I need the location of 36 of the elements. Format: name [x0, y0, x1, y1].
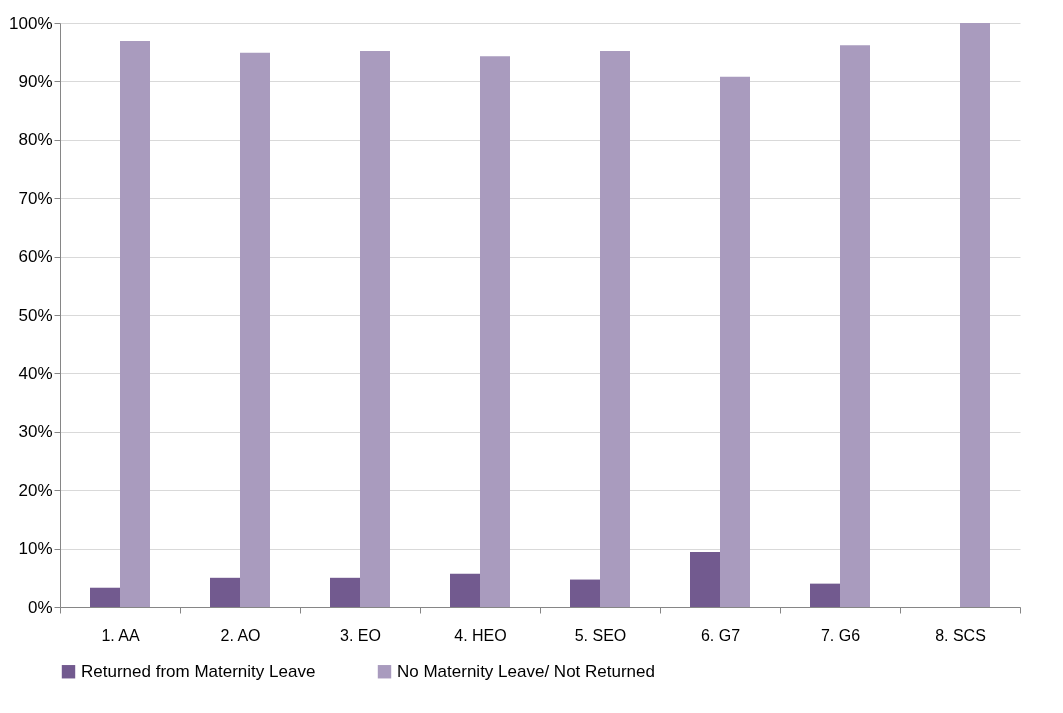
bar	[330, 577, 360, 607]
legend-label: No Maternity Leave/ Not Returned	[397, 661, 655, 681]
x-tick-label: 4. HEO	[454, 626, 507, 644]
y-tick-label: 0%	[27, 597, 53, 617]
y-tick-label: 10%	[18, 539, 53, 559]
y-tick-label: 30%	[18, 422, 53, 442]
x-tick-label: 8. SCS	[935, 626, 986, 644]
y-tick-label: 20%	[18, 480, 53, 500]
x-tick-label: 5. SEO	[574, 626, 627, 644]
bar	[840, 45, 870, 607]
y-tick-label: 40%	[18, 363, 53, 383]
y-tick-label: 90%	[18, 71, 53, 91]
legend-label: Returned from Maternity Leave	[81, 661, 316, 681]
y-tick-label: 100%	[9, 13, 53, 33]
bar	[90, 587, 120, 607]
y-tick-label: 60%	[18, 247, 53, 267]
bar	[450, 573, 480, 607]
bar	[480, 56, 510, 607]
bar	[360, 51, 390, 607]
y-tick-label: 70%	[18, 188, 53, 208]
bar	[120, 41, 150, 607]
bar	[960, 23, 990, 607]
x-tick-label: 7. G6	[820, 626, 861, 644]
x-tick-label: 2. AO	[220, 626, 261, 644]
bar	[720, 76, 750, 607]
y-tick-label: 50%	[18, 305, 53, 325]
bar	[690, 552, 720, 607]
bar	[240, 52, 270, 607]
x-tick-label: 3. EO	[340, 626, 381, 644]
bar	[570, 579, 600, 607]
bar	[210, 577, 240, 607]
bar	[810, 583, 840, 607]
bar	[600, 51, 630, 607]
y-tick-label: 80%	[18, 130, 53, 150]
x-tick-label: 6. G7	[700, 626, 741, 644]
x-tick-label: 1. AA	[101, 626, 140, 644]
